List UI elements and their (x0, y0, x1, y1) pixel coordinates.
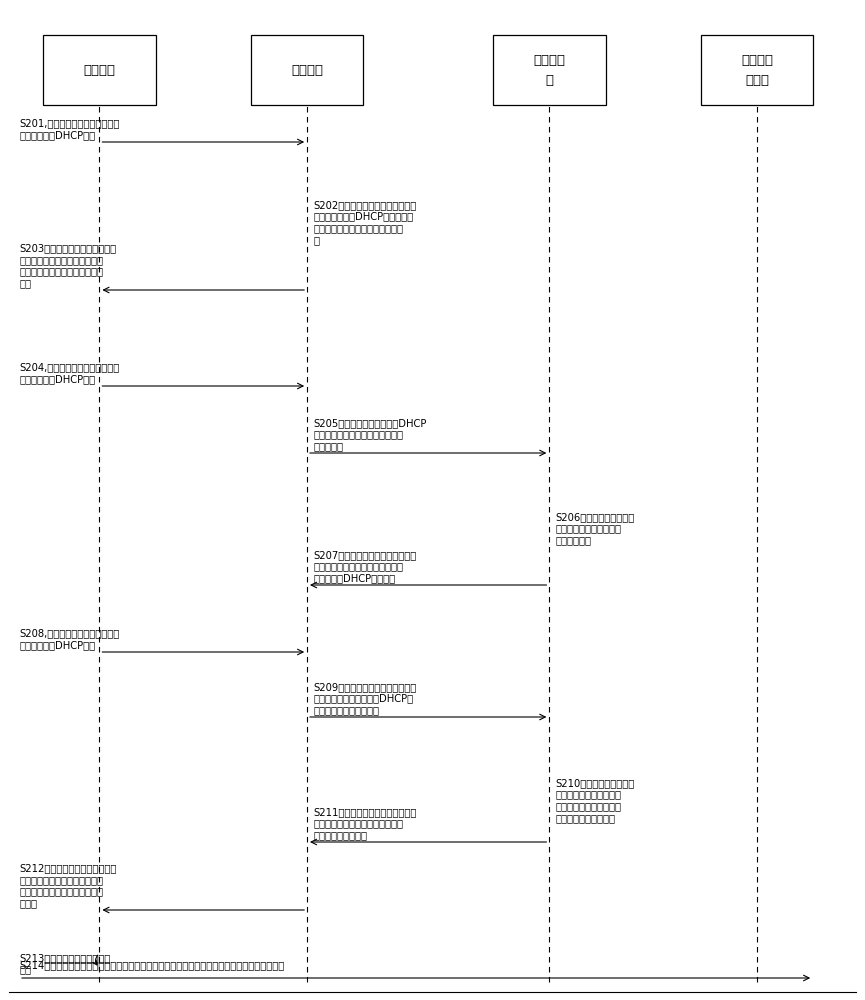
Text: S201,新设基站向承载设备的目标
端口首次发送DHCP请求: S201,新设基站向承载设备的目标 端口首次发送DHCP请求 (19, 118, 119, 140)
Bar (701, 35, 813, 105)
Text: S206，后台服务器给所述
承载设备的目标端口分配
网络协议地址: S206，后台服务器给所述 承载设备的目标端口分配 网络协议地址 (555, 512, 635, 545)
Text: S209，承载设备将所述新设基站向
所述目标端口再次发送的DHCP请
求转发至所述后台服务器: S209，承载设备将所述新设基站向 所述目标端口再次发送的DHCP请 求转发至所… (313, 682, 416, 715)
Text: 后台服务: 后台服务 (534, 53, 565, 66)
Text: S213，新设基站配置网络协议
地址: S213，新设基站配置网络协议 地址 (19, 953, 110, 975)
Text: 新设基站: 新设基站 (84, 64, 115, 77)
Text: S214，新设基站根据所述无线网络管理器的网络协议地址，向所述无线网络管理器上报入网事件: S214，新设基站根据所述无线网络管理器的网络协议地址，向所述无线网络管理器上报… (19, 960, 285, 970)
Text: S205，承载设备在接收到该DHCP
请求后，向所述后台服务器发送端
口配置请求: S205，承载设备在接收到该DHCP 请求后，向所述后台服务器发送端 口配置请求 (313, 418, 426, 451)
Bar (251, 35, 363, 105)
Text: 管理器: 管理器 (745, 74, 769, 87)
Text: 承载设备: 承载设备 (292, 64, 323, 77)
Text: S208,新设基站向承载设备的目标
端口再次发送DHCP请求: S208,新设基站向承载设备的目标 端口再次发送DHCP请求 (19, 628, 119, 650)
Bar (493, 35, 606, 105)
Text: 器: 器 (545, 74, 554, 87)
Text: S210，后台服务器给所述
新设基站分配与所述目标
端口的网络协议地址在同
一网段的网络协议地址: S210，后台服务器给所述 新设基站分配与所述目标 端口的网络协议地址在同 一网… (555, 778, 635, 823)
Text: 无线网络: 无线网络 (741, 53, 772, 66)
Text: S211，后台服务器返回的所述新设
基站的网络协议地址和无线网络管
理器的网络协议地址: S211，后台服务器返回的所述新设 基站的网络协议地址和无线网络管 理器的网络协… (313, 807, 417, 840)
Text: S212，承载设备将所述新设基站
的网络协议地址和无线网络管理
器的网络协议地址转发至所述新
设基站: S212，承载设备将所述新设基站 的网络协议地址和无线网络管理 器的网络协议地址… (19, 863, 117, 908)
Text: S204,新设基站向承载设备的目标
端口继续发送DHCP请求: S204,新设基站向承载设备的目标 端口继续发送DHCP请求 (19, 362, 119, 384)
Text: S203，承载设备在确定接入所述
目标端口的设备是新设基站后，
确定所述新设基站具备入网许可
证书: S203，承载设备在确定接入所述 目标端口的设备是新设基站后， 确定所述新设基站… (19, 243, 116, 288)
Text: S202，承载设备根据通过所述目标
端口首次接收的DHCP请求，确定
接入所述目标端口的设备是新设基
站: S202，承载设备根据通过所述目标 端口首次接收的DHCP请求，确定 接入所述目… (313, 200, 416, 245)
Text: S207，后台服务器返回所述目标端
口的网络协议地址，以及对所述目
标端口进行DHCP中继使能: S207，后台服务器返回所述目标端 口的网络协议地址，以及对所述目 标端口进行D… (313, 550, 416, 583)
Bar (43, 35, 156, 105)
